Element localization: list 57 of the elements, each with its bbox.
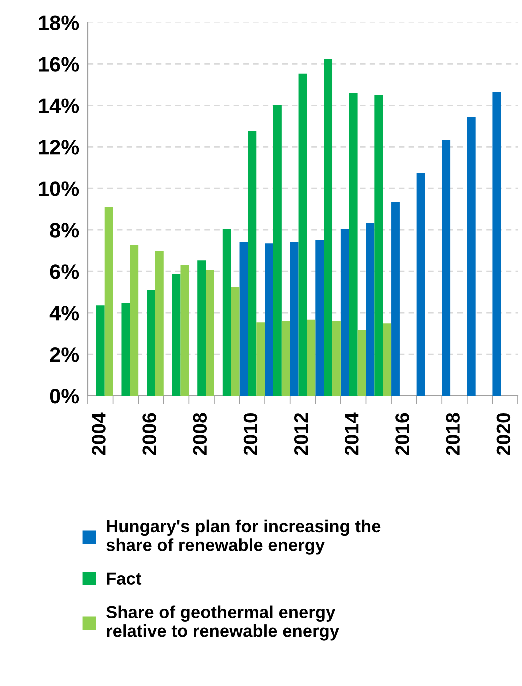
bar — [298, 74, 308, 396]
bar — [442, 140, 451, 396]
bar — [290, 242, 299, 396]
y-tick-label: 2% — [50, 348, 80, 362]
bar — [383, 324, 392, 396]
bar — [104, 207, 114, 396]
bar — [231, 287, 240, 396]
bar — [248, 130, 257, 396]
y-tick-label: 6% — [50, 264, 80, 280]
bar — [374, 95, 384, 396]
bar — [130, 245, 139, 396]
bar — [316, 240, 324, 396]
x-tick-label: 2020 — [496, 413, 511, 456]
bar — [265, 244, 274, 396]
legend-label: Hungary's plan for increasing the share of renewable energy — [106, 520, 381, 555]
y-tick-label: 8% — [50, 223, 80, 238]
bar — [307, 320, 316, 396]
bar — [155, 251, 164, 396]
y-tick-label: 0% — [50, 389, 80, 404]
y-tick-label: 14% — [39, 98, 80, 114]
x-tick-label: 2016 — [396, 413, 410, 456]
bar — [467, 117, 476, 396]
x-tick-label: 2014 — [345, 412, 359, 456]
bar — [180, 265, 190, 396]
bar — [256, 322, 266, 396]
y-tick-label: 12% — [39, 140, 80, 155]
bar — [392, 202, 400, 396]
bar — [282, 321, 290, 396]
bar — [416, 173, 426, 396]
bar — [332, 321, 341, 396]
bar — [340, 229, 350, 396]
bar — [96, 306, 105, 396]
bar — [222, 229, 232, 396]
bar — [172, 274, 181, 396]
bar — [492, 92, 502, 396]
bar — [366, 223, 375, 396]
x-tick-label: 2006 — [142, 413, 156, 456]
x-tick-label: 2012 — [294, 413, 308, 456]
y-tick-label: 4% — [50, 306, 80, 321]
y-tick-label: 10% — [39, 182, 80, 196]
x-tick-label: 2008 — [193, 413, 208, 456]
bar — [147, 290, 156, 396]
bar — [122, 303, 130, 396]
x-tick-label: 2010 — [244, 413, 258, 456]
bar — [358, 330, 366, 396]
y-tick-label: 16% — [39, 57, 80, 72]
bar — [240, 242, 248, 396]
legend-label: Share of geothermal energy relative to renewable energy — [106, 606, 340, 641]
bar — [324, 59, 333, 396]
y-tick-label: 18% — [39, 16, 80, 30]
legend-label: Fact — [107, 572, 142, 585]
x-tick-label: 2004 — [92, 412, 106, 456]
x-tick-label: 2018 — [446, 413, 460, 456]
bar — [206, 270, 214, 396]
bar — [273, 105, 282, 396]
bar — [349, 93, 358, 396]
bar — [198, 260, 206, 396]
